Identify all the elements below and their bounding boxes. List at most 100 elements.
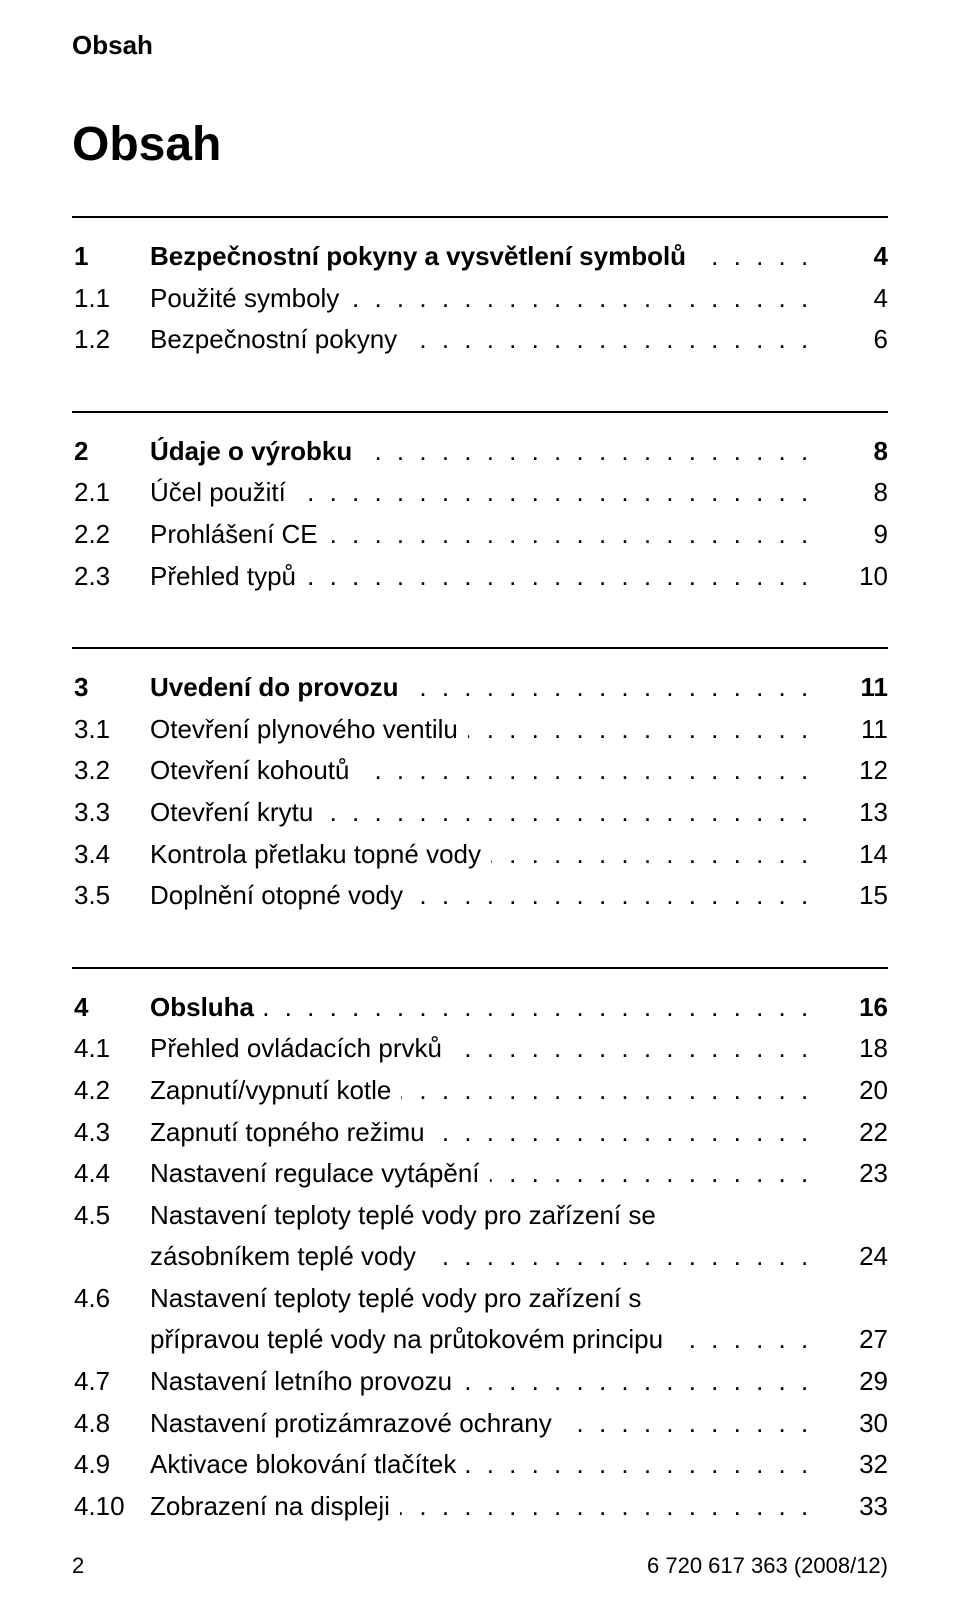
toc-entry-page: 29 bbox=[818, 1361, 888, 1403]
toc-row: . . . . . . . . . . . . . . . . . . . . … bbox=[72, 1236, 888, 1278]
toc-entry-number: 2.2 bbox=[72, 514, 150, 556]
toc-entry-label: . . . . . . . . . . . . . . . . . . . . … bbox=[150, 1403, 818, 1445]
toc-entry-page: 12 bbox=[818, 750, 888, 792]
toc-row: 1.2 . . . . . . . . . . . . . . . . . . … bbox=[72, 319, 888, 361]
toc-entry-page: 27 bbox=[818, 1319, 888, 1361]
toc-entry-number: 4.10 bbox=[72, 1486, 150, 1528]
toc-entry-label: . . . . . . . . . . . . . . . . . . . . … bbox=[150, 236, 818, 278]
toc-entry-number: 4.9 bbox=[72, 1444, 150, 1486]
toc-entry-page: 24 bbox=[818, 1236, 888, 1278]
toc-row: 2.3 . . . . . . . . . . . . . . . . . . … bbox=[72, 556, 888, 598]
toc-row: . . . . . . . . . . . . . . . . . . . . … bbox=[72, 1319, 888, 1361]
toc-entry-label: . . . . . . . . . . . . . . . . . . . . … bbox=[150, 1070, 818, 1112]
toc-entry-label: Nastavení teploty teplé vody pro zařízen… bbox=[150, 1278, 818, 1320]
toc-entry-number: 1.2 bbox=[72, 319, 150, 361]
toc-entry-page: 20 bbox=[818, 1070, 888, 1112]
toc-entry-page: 4 bbox=[818, 278, 888, 320]
section-rule bbox=[72, 216, 888, 218]
table-of-contents: 1 . . . . . . . . . . . . . . . . . . . … bbox=[72, 216, 888, 1527]
toc-section: 2 . . . . . . . . . . . . . . . . . . . … bbox=[72, 411, 888, 597]
toc-section: 4 . . . . . . . . . . . . . . . . . . . … bbox=[72, 967, 888, 1528]
toc-entry-label: . . . . . . . . . . . . . . . . . . . . … bbox=[150, 709, 818, 751]
toc-entry-page: 9 bbox=[818, 514, 888, 556]
toc-entry-number: 1.1 bbox=[72, 278, 150, 320]
toc-entry-page: 23 bbox=[818, 1153, 888, 1195]
toc-entry-label: . . . . . . . . . . . . . . . . . . . . … bbox=[150, 792, 818, 834]
toc-entry-number: 4.6 bbox=[72, 1278, 150, 1320]
toc-row: 4 . . . . . . . . . . . . . . . . . . . … bbox=[72, 987, 888, 1029]
toc-row: 4.9 . . . . . . . . . . . . . . . . . . … bbox=[72, 1444, 888, 1486]
toc-entry-label: . . . . . . . . . . . . . . . . . . . . … bbox=[150, 1028, 818, 1070]
toc-row: 3 . . . . . . . . . . . . . . . . . . . … bbox=[72, 667, 888, 709]
toc-entry-page: 30 bbox=[818, 1403, 888, 1445]
toc-entry-label: . . . . . . . . . . . . . . . . . . . . … bbox=[150, 1486, 818, 1528]
section-rule bbox=[72, 967, 888, 969]
toc-row: 3.2 . . . . . . . . . . . . . . . . . . … bbox=[72, 750, 888, 792]
toc-entry-page: 13 bbox=[818, 792, 888, 834]
toc-section: 3 . . . . . . . . . . . . . . . . . . . … bbox=[72, 647, 888, 917]
toc-entry-number: 3.2 bbox=[72, 750, 150, 792]
page-footer: 2 6 720 617 363 (2008/12) bbox=[72, 1553, 888, 1579]
toc-entry-number: 3.4 bbox=[72, 834, 150, 876]
running-head: Obsah bbox=[72, 30, 888, 61]
toc-row: 4.10 . . . . . . . . . . . . . . . . . .… bbox=[72, 1486, 888, 1528]
toc-entry-number: 4.4 bbox=[72, 1153, 150, 1195]
toc-row: 2.1 . . . . . . . . . . . . . . . . . . … bbox=[72, 472, 888, 514]
toc-row: 4.2 . . . . . . . . . . . . . . . . . . … bbox=[72, 1070, 888, 1112]
toc-entry-label: Nastavení teploty teplé vody pro zařízen… bbox=[150, 1195, 818, 1237]
toc-entry-label: . . . . . . . . . . . . . . . . . . . . … bbox=[150, 1112, 818, 1154]
toc-entry-page: 16 bbox=[818, 987, 888, 1029]
toc-entry-number: 2 bbox=[72, 431, 150, 473]
toc-entry-label: . . . . . . . . . . . . . . . . . . . . … bbox=[150, 1319, 818, 1361]
toc-row: 1 . . . . . . . . . . . . . . . . . . . … bbox=[72, 236, 888, 278]
toc-entry-number: 3.3 bbox=[72, 792, 150, 834]
footer-doc-id: 6 720 617 363 (2008/12) bbox=[647, 1553, 888, 1579]
page-title: Obsah bbox=[72, 117, 888, 172]
toc-entry-label: . . . . . . . . . . . . . . . . . . . . … bbox=[150, 750, 818, 792]
toc-entry-page: 8 bbox=[818, 472, 888, 514]
toc-entry-label: . . . . . . . . . . . . . . . . . . . . … bbox=[150, 319, 818, 361]
section-rule bbox=[72, 647, 888, 649]
toc-row: 4.5Nastavení teploty teplé vody pro zaří… bbox=[72, 1195, 888, 1237]
toc-entry-label: . . . . . . . . . . . . . . . . . . . . … bbox=[150, 514, 818, 556]
toc-entry-label: . . . . . . . . . . . . . . . . . . . . … bbox=[150, 834, 818, 876]
page: Obsah Obsah 1 . . . . . . . . . . . . . … bbox=[0, 0, 960, 1607]
toc-entry-number: 4 bbox=[72, 987, 150, 1029]
toc-entry-page: 32 bbox=[818, 1444, 888, 1486]
section-rule bbox=[72, 411, 888, 413]
toc-entry-label: . . . . . . . . . . . . . . . . . . . . … bbox=[150, 1236, 818, 1278]
toc-entry-page: 33 bbox=[818, 1486, 888, 1528]
toc-row: 2 . . . . . . . . . . . . . . . . . . . … bbox=[72, 431, 888, 473]
toc-row: 3.5 . . . . . . . . . . . . . . . . . . … bbox=[72, 875, 888, 917]
toc-row: 2.2 . . . . . . . . . . . . . . . . . . … bbox=[72, 514, 888, 556]
toc-row: 4.8 . . . . . . . . . . . . . . . . . . … bbox=[72, 1403, 888, 1445]
toc-entry-label: . . . . . . . . . . . . . . . . . . . . … bbox=[150, 1361, 818, 1403]
toc-entry-number: 3.1 bbox=[72, 709, 150, 751]
toc-entry-number: 3 bbox=[72, 667, 150, 709]
toc-entry-number: 4.2 bbox=[72, 1070, 150, 1112]
toc-row: 1.1 . . . . . . . . . . . . . . . . . . … bbox=[72, 278, 888, 320]
toc-entry-number: 4.7 bbox=[72, 1361, 150, 1403]
toc-entry-page: 11 bbox=[818, 709, 888, 751]
toc-row: 3.4 . . . . . . . . . . . . . . . . . . … bbox=[72, 834, 888, 876]
toc-row: 4.7 . . . . . . . . . . . . . . . . . . … bbox=[72, 1361, 888, 1403]
toc-entry-number: 4.3 bbox=[72, 1112, 150, 1154]
toc-entry-number: 2.1 bbox=[72, 472, 150, 514]
toc-entry-label: . . . . . . . . . . . . . . . . . . . . … bbox=[150, 556, 818, 598]
toc-entry-label: . . . . . . . . . . . . . . . . . . . . … bbox=[150, 431, 818, 473]
toc-entry-label: . . . . . . . . . . . . . . . . . . . . … bbox=[150, 667, 818, 709]
toc-entry-label: . . . . . . . . . . . . . . . . . . . . … bbox=[150, 1444, 818, 1486]
toc-entry-page: 10 bbox=[818, 556, 888, 598]
toc-entry-label: . . . . . . . . . . . . . . . . . . . . … bbox=[150, 875, 818, 917]
toc-entry-page: 6 bbox=[818, 319, 888, 361]
toc-row: 3.1 . . . . . . . . . . . . . . . . . . … bbox=[72, 709, 888, 751]
toc-entry-page: 11 bbox=[818, 667, 888, 709]
toc-entry-number: 4.5 bbox=[72, 1195, 150, 1237]
toc-entry-number: 4.1 bbox=[72, 1028, 150, 1070]
toc-row: 4.1 . . . . . . . . . . . . . . . . . . … bbox=[72, 1028, 888, 1070]
toc-entry-page: 22 bbox=[818, 1112, 888, 1154]
toc-entry-page: 14 bbox=[818, 834, 888, 876]
toc-entry-page: 4 bbox=[818, 236, 888, 278]
toc-entry-number: 1 bbox=[72, 236, 150, 278]
toc-section: 1 . . . . . . . . . . . . . . . . . . . … bbox=[72, 216, 888, 361]
